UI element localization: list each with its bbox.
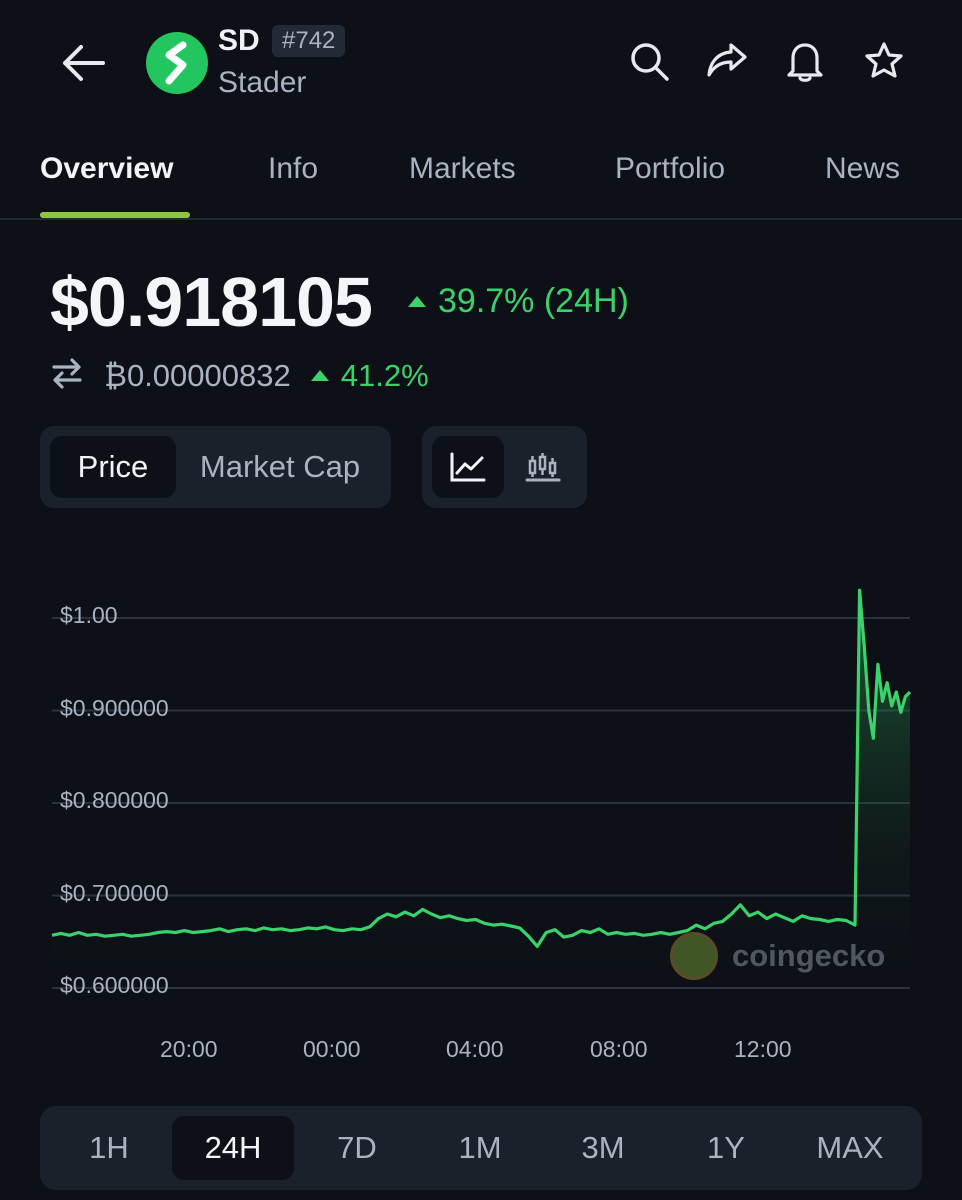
coingecko-watermark: coingecko <box>670 932 885 980</box>
btc-price-change-value: 41.2% <box>340 357 429 393</box>
y-axis-label: $1.00 <box>60 602 118 628</box>
btc-price: ₿0.00000832 <box>104 357 291 393</box>
price-toggle-button[interactable]: Price <box>50 436 176 498</box>
x-axis-label: 12:00 <box>734 1036 792 1062</box>
tab-overview[interactable]: Overview <box>40 152 174 185</box>
up-triangle-icon <box>408 296 426 307</box>
x-axis-label: 00:00 <box>303 1036 361 1062</box>
line-chart-icon[interactable] <box>432 436 504 498</box>
coin-symbol: SD <box>218 24 260 57</box>
coin-name: Stader <box>218 66 307 99</box>
current-price: $0.918105 <box>50 263 373 341</box>
price-change-24h: 39.7% (24H) <box>408 282 629 321</box>
timeframe-selector: 1H 24H 7D 1M 3M 1Y MAX <box>40 1106 922 1190</box>
coin-logo <box>146 32 208 94</box>
price-line <box>51 588 912 948</box>
timeframe-24h[interactable]: 24H <box>172 1116 294 1180</box>
swap-icon[interactable] <box>50 356 84 395</box>
timeframe-3m[interactable]: 3M <box>581 1130 625 1165</box>
x-axis-label: 08:00 <box>590 1036 648 1062</box>
y-axis-label: $0.800000 <box>60 787 169 813</box>
tab-portfolio[interactable]: Portfolio <box>615 152 726 185</box>
y-axis-label: $0.600000 <box>60 972 169 998</box>
price-area-fill <box>52 590 910 988</box>
price-change-24h-value: 39.7% (24H) <box>438 282 629 320</box>
timeframe-max[interactable]: MAX <box>816 1130 884 1165</box>
market-cap-toggle-button[interactable]: Market Cap <box>199 449 361 484</box>
timeframe-1m[interactable]: 1M <box>458 1130 502 1165</box>
bell-icon[interactable] <box>782 38 828 84</box>
btc-price-row: ₿0.00000832 41.2% <box>50 356 429 395</box>
app-header: SD #742 Stader <box>0 0 962 120</box>
coingecko-logo-icon <box>670 932 718 980</box>
metric-toggle: Price Market Cap <box>40 426 391 508</box>
star-icon[interactable] <box>861 38 907 84</box>
active-tab-indicator <box>40 212 190 218</box>
chart-style-toggle <box>422 426 587 508</box>
candlestick-icon[interactable] <box>508 436 578 498</box>
watermark-text: coingecko <box>732 938 886 973</box>
x-axis-label: 04:00 <box>446 1036 504 1062</box>
tab-bar: Overview Info Markets Portfolio News <box>0 140 962 220</box>
timeframe-7d[interactable]: 7D <box>337 1130 377 1165</box>
tab-info[interactable]: Info <box>268 152 319 185</box>
back-arrow-icon[interactable] <box>58 38 108 88</box>
y-axis-label: $0.900000 <box>60 694 169 721</box>
x-axis-label: 20:00 <box>160 1036 218 1062</box>
tab-news[interactable]: News <box>825 152 901 185</box>
up-triangle-icon <box>310 370 329 381</box>
tab-markets[interactable]: Markets <box>409 152 516 185</box>
search-icon[interactable] <box>626 38 672 84</box>
coin-rank-badge: #742 <box>272 25 346 57</box>
y-axis-label: $0.700000 <box>60 879 169 906</box>
timeframe-1h[interactable]: 1H <box>89 1130 129 1165</box>
btc-price-change: 41.2% <box>310 357 429 394</box>
timeframe-1y[interactable]: 1Y <box>707 1130 745 1165</box>
share-icon[interactable] <box>704 38 750 84</box>
